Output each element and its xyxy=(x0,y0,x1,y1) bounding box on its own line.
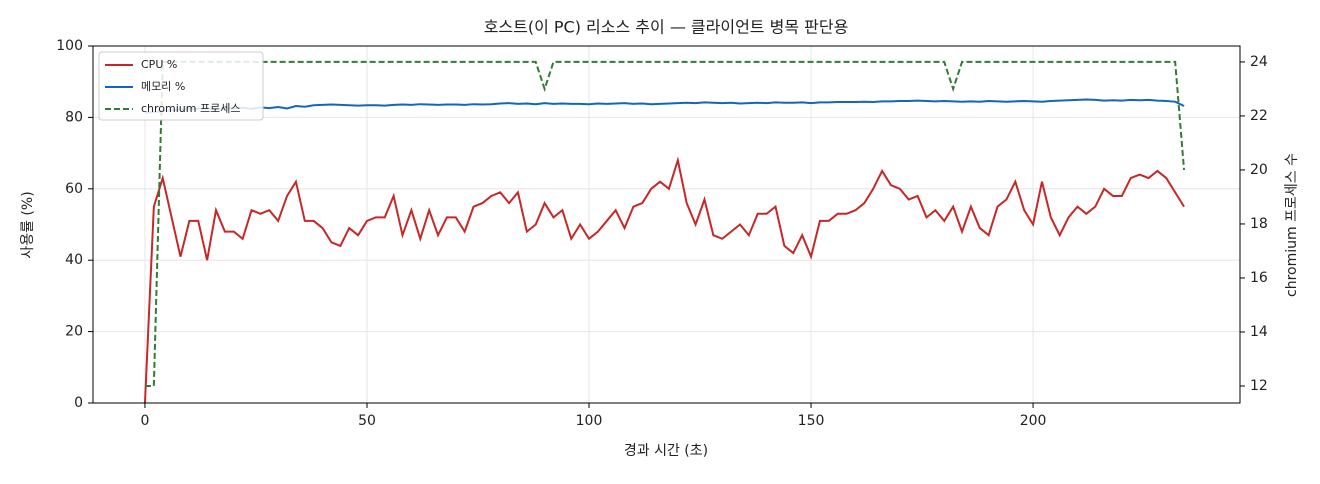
legend-box xyxy=(98,51,264,121)
y-tick-label: 60 xyxy=(65,181,83,197)
y-tick-label: 20 xyxy=(65,324,83,340)
y2-tick-label: 18 xyxy=(1250,216,1268,232)
series-line xyxy=(144,98,1185,114)
series-line xyxy=(144,60,1186,387)
legend: CPU % 메모리 % chromium 프로세스 xyxy=(98,51,264,121)
x-tick-label: 150 xyxy=(798,413,825,429)
y-tick-label: 40 xyxy=(65,252,83,268)
legend-label: CPU % xyxy=(141,58,177,71)
y2-tick-label: 22 xyxy=(1250,108,1268,124)
y2-tick-label: 20 xyxy=(1250,162,1268,178)
y-tick-label: 100 xyxy=(56,38,83,54)
y2-tick-label: 24 xyxy=(1250,54,1268,70)
y2-axis-label: chromium 프로세스 수 xyxy=(1284,153,1300,297)
x-axis-label: 경과 시간 (초) xyxy=(624,443,708,459)
y2-tick-label: 12 xyxy=(1250,378,1268,394)
y2-tick-label: 14 xyxy=(1250,324,1268,340)
x-tick-label: 200 xyxy=(1020,413,1047,429)
y-tick-label: 0 xyxy=(74,395,83,411)
plot-frame xyxy=(92,45,1241,404)
y2-tick-label: 16 xyxy=(1250,270,1268,286)
series-line xyxy=(143,156,1185,404)
legend-label: chromium 프로세스 xyxy=(141,102,240,115)
x-tick-label: 50 xyxy=(358,413,376,429)
y-tick-label: 80 xyxy=(65,109,83,125)
y-axis-label: 사용률 (%) xyxy=(20,191,36,258)
x-tick-label: 100 xyxy=(576,413,603,429)
chart-title: 호스트(이 PC) 리소스 추이 — 클라이언트 병목 판단용 xyxy=(484,18,849,37)
legend-label: 메모리 % xyxy=(141,80,185,93)
x-tick-label: 0 xyxy=(140,413,149,429)
